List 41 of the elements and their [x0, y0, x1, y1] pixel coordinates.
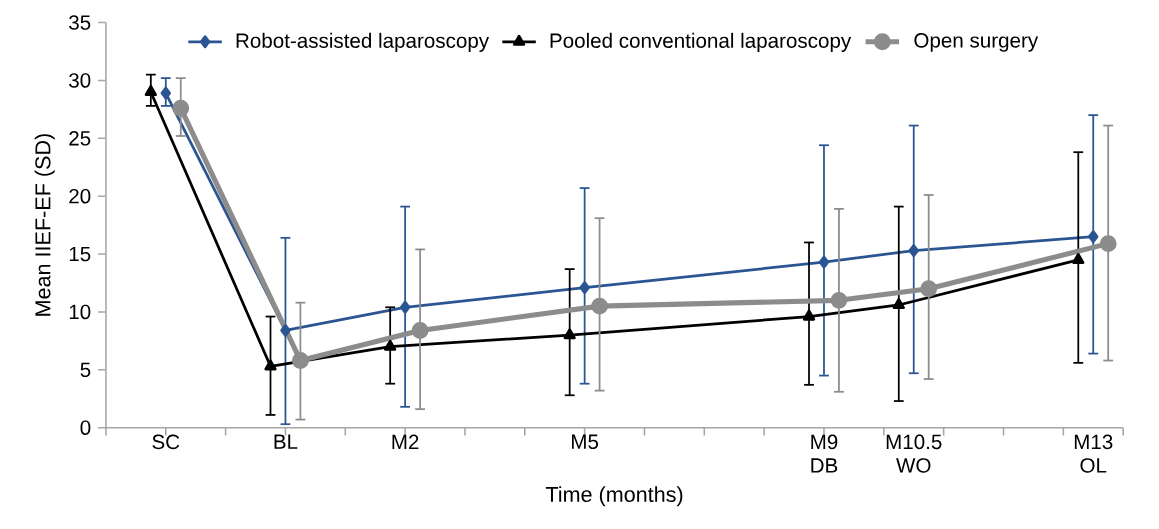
point — [280, 324, 291, 338]
legend-label: Robot-assisted laparoscopy — [236, 32, 490, 53]
x-tick-label: M5 — [572, 434, 599, 450]
point — [818, 255, 830, 269]
point — [264, 359, 277, 371]
legend-label: Pooled conventional laparoscopy — [550, 32, 852, 53]
point — [411, 322, 429, 340]
x-tick-label: M9 DB — [811, 434, 838, 473]
x-tick-label: SC — [152, 434, 180, 450]
y-tick-label: 10 — [69, 304, 91, 320]
y-tick-label: 25 — [69, 131, 91, 146]
y-tick-label: 5 — [80, 362, 91, 378]
point — [920, 280, 938, 298]
point — [802, 309, 816, 321]
point — [1072, 253, 1085, 265]
x-axis-title: Time (months) — [545, 486, 683, 507]
point — [291, 352, 309, 370]
x-tick-label: M10.5 WO — [886, 434, 942, 473]
point — [1099, 235, 1117, 253]
x-tick-label: M2 — [392, 434, 419, 450]
y-tick-label: 30 — [69, 73, 91, 88]
point — [908, 244, 919, 258]
point — [384, 339, 397, 351]
y-axis-title: Mean IIEF-EF (SD) — [34, 134, 55, 316]
point — [1088, 230, 1099, 244]
x-tick-label: M13 OL — [1074, 434, 1113, 473]
y-tick-label: 35 — [69, 15, 91, 30]
point — [579, 281, 590, 295]
point — [160, 86, 171, 100]
point — [172, 99, 190, 117]
point — [591, 297, 609, 315]
y-tick-label: 0 — [80, 420, 91, 436]
point — [892, 298, 905, 310]
point — [830, 292, 848, 309]
legend-label: Open surgery — [914, 33, 1039, 52]
point — [563, 328, 576, 340]
point — [144, 85, 157, 97]
point — [399, 300, 411, 314]
y-tick-label: 20 — [69, 189, 91, 204]
x-tick-label: BL — [274, 434, 298, 449]
y-tick-label: 15 — [69, 247, 91, 262]
